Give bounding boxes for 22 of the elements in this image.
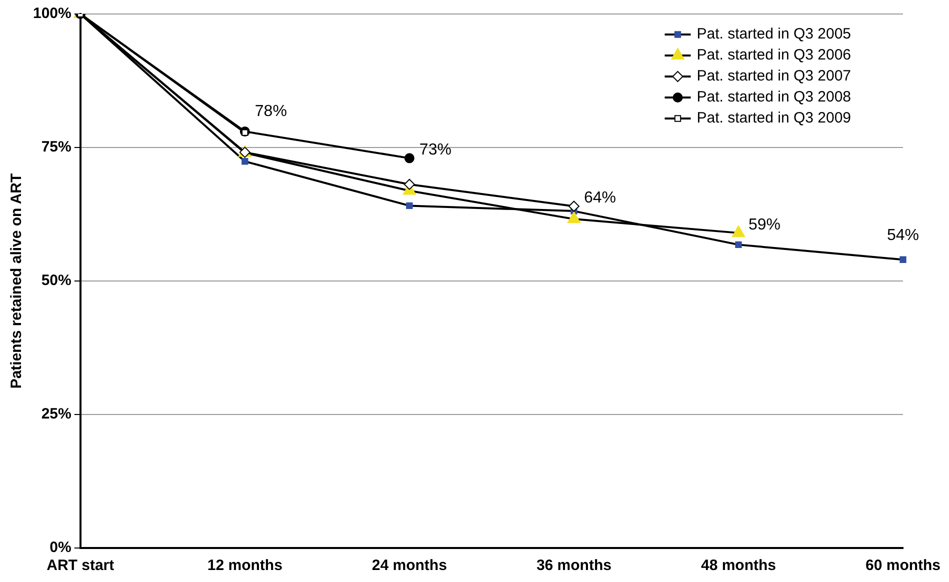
x-tick-label: 48 months (700, 557, 776, 574)
y-tick-label: 100% (32, 5, 72, 22)
legend-label: Pat. started in Q3 2006 (696, 46, 852, 64)
x-tick-label: 24 months (372, 557, 447, 574)
x-tick-label: ART start (46, 557, 114, 574)
data-label: 73% (419, 142, 452, 159)
x-tick-label: 36 months (536, 557, 612, 574)
x-tick-label: 12 months (207, 557, 282, 574)
legend-label: Pat. started in Q3 2009 (696, 110, 852, 127)
y-tick-label: 25% (41, 406, 72, 423)
y-tick-label: 0% (50, 539, 72, 556)
data-label: 54% (886, 227, 920, 244)
legend-label: Pat. started in Q3 2005 (696, 26, 852, 43)
data-label: 64% (584, 190, 616, 207)
legend-label: Pat. started in Q3 2007 (696, 68, 852, 85)
data-label: 78% (254, 102, 287, 120)
data-label: 59% (748, 216, 781, 234)
legend-label: Pat. started in Q3 2008 (696, 88, 852, 106)
x-tick-label: 60 months (865, 557, 941, 574)
y-tick-label: 75% (41, 138, 72, 156)
y-axis-title: Patients retained alive on ART (8, 173, 26, 389)
y-tick-label: 50% (41, 272, 72, 290)
